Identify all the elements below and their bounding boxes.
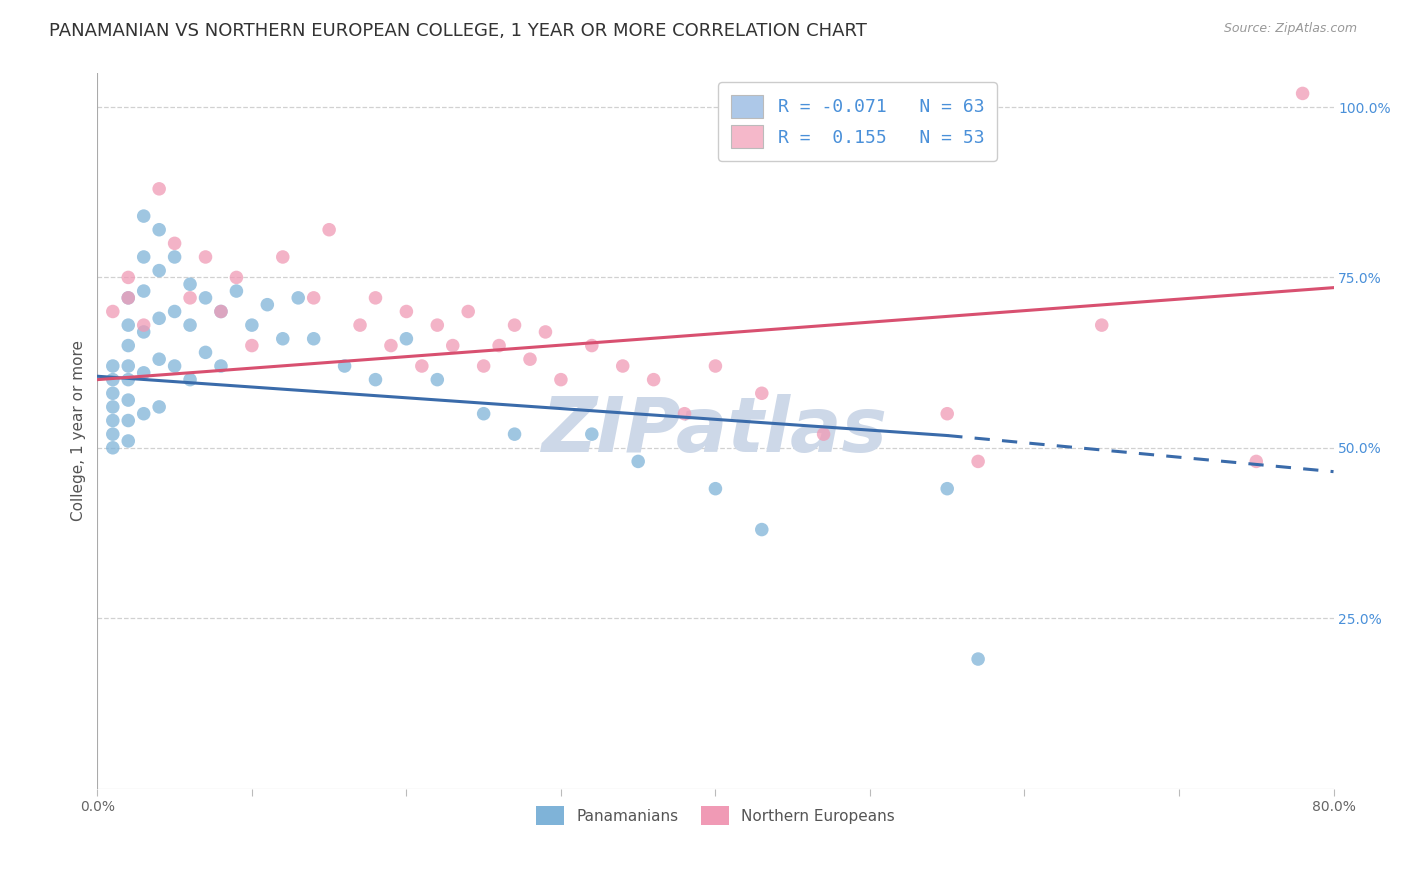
Point [179,373,201,387]
Point [426,318,449,332]
Y-axis label: College, 1 year or more: College, 1 year or more [72,340,86,521]
Point [936,407,959,421]
Point [503,427,526,442]
Point [318,223,340,237]
Point [148,263,170,277]
Point [751,386,773,401]
Point [364,373,387,387]
Point [627,454,650,468]
Point [101,427,124,442]
Point [550,373,572,387]
Point [117,393,139,408]
Point [132,325,155,339]
Point [813,427,835,442]
Point [302,332,325,346]
Point [395,332,418,346]
Point [209,304,232,318]
Point [101,373,124,387]
Point [612,359,634,373]
Point [132,407,155,421]
Point [117,270,139,285]
Point [163,359,186,373]
Point [704,359,727,373]
Text: Source: ZipAtlas.com: Source: ZipAtlas.com [1223,22,1357,36]
Point [240,318,263,332]
Point [117,373,139,387]
Point [271,332,294,346]
Point [163,236,186,251]
Point [101,441,124,455]
Point [1244,454,1267,468]
Legend: Panamanians, Northern Europeans: Panamanians, Northern Europeans [527,797,904,835]
Point [333,359,356,373]
Point [101,413,124,427]
Point [287,291,309,305]
Point [148,400,170,414]
Point [209,304,232,318]
Point [1091,318,1114,332]
Point [349,318,371,332]
Point [101,386,124,401]
Point [132,284,155,298]
Point [148,352,170,367]
Point [643,373,665,387]
Point [209,359,232,373]
Point [148,311,170,326]
Point [117,413,139,427]
Point [271,250,294,264]
Point [256,298,278,312]
Point [395,304,418,318]
Point [441,338,464,352]
Point [472,407,495,421]
Point [380,338,402,352]
Point [163,250,186,264]
Point [148,223,170,237]
Point [179,291,201,305]
Point [488,338,510,352]
Point [936,482,959,496]
Point [457,304,479,318]
Point [751,523,773,537]
Point [967,652,990,666]
Point [581,338,603,352]
Point [117,434,139,448]
Point [704,482,727,496]
Point [364,291,387,305]
Point [101,304,124,318]
Point [194,345,217,359]
Point [148,182,170,196]
Point [225,284,247,298]
Point [117,318,139,332]
Point [673,407,696,421]
Point [581,427,603,442]
Point [534,325,557,339]
Point [503,318,526,332]
Point [411,359,433,373]
Point [240,338,263,352]
Point [117,359,139,373]
Point [163,304,186,318]
Point [1291,87,1313,101]
Point [132,366,155,380]
Point [302,291,325,305]
Point [426,373,449,387]
Text: ZIPatlas: ZIPatlas [543,393,889,467]
Point [519,352,541,367]
Point [117,338,139,352]
Point [117,291,139,305]
Point [132,250,155,264]
Text: PANAMANIAN VS NORTHERN EUROPEAN COLLEGE, 1 YEAR OR MORE CORRELATION CHART: PANAMANIAN VS NORTHERN EUROPEAN COLLEGE,… [49,22,868,40]
Point [194,250,217,264]
Point [194,291,217,305]
Point [132,318,155,332]
Point [179,277,201,292]
Point [179,318,201,332]
Point [225,270,247,285]
Point [117,291,139,305]
Point [472,359,495,373]
Point [101,359,124,373]
Point [132,209,155,223]
Point [101,400,124,414]
Point [967,454,990,468]
